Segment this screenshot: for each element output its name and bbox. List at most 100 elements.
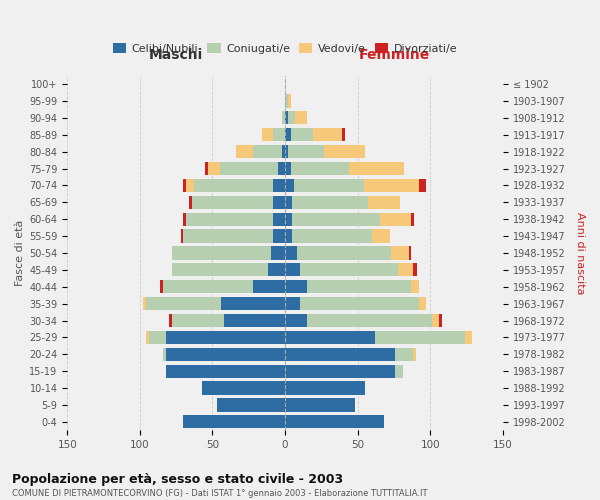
Bar: [187, 212, 274, 226]
Bar: [295, 112, 307, 124]
Bar: [285, 112, 288, 124]
Bar: [372, 230, 389, 242]
Bar: [294, 179, 364, 192]
Bar: [297, 246, 391, 260]
Bar: [146, 331, 149, 344]
Bar: [253, 280, 285, 293]
Bar: [271, 246, 285, 260]
Bar: [187, 179, 194, 192]
Bar: [285, 331, 375, 344]
Bar: [143, 297, 146, 310]
Bar: [202, 382, 285, 394]
Bar: [292, 212, 380, 226]
Bar: [274, 196, 285, 209]
Bar: [368, 196, 400, 209]
Bar: [313, 128, 342, 141]
Bar: [307, 280, 412, 293]
Bar: [291, 128, 313, 141]
Bar: [282, 112, 285, 124]
Bar: [163, 348, 166, 361]
Bar: [285, 162, 291, 175]
Bar: [285, 128, 291, 141]
Bar: [184, 230, 274, 242]
Bar: [274, 230, 285, 242]
Bar: [285, 230, 292, 242]
Bar: [432, 314, 439, 327]
Bar: [160, 280, 163, 293]
Bar: [172, 246, 271, 260]
Bar: [349, 162, 404, 175]
Bar: [184, 212, 187, 226]
Bar: [169, 314, 172, 327]
Bar: [274, 179, 285, 192]
Bar: [184, 179, 187, 192]
Bar: [285, 280, 307, 293]
Bar: [172, 264, 268, 276]
Bar: [465, 331, 472, 344]
Bar: [146, 297, 221, 310]
Bar: [285, 212, 292, 226]
Bar: [184, 415, 285, 428]
Bar: [325, 145, 365, 158]
Bar: [285, 196, 292, 209]
Bar: [285, 94, 288, 108]
Bar: [291, 162, 349, 175]
Bar: [412, 212, 415, 226]
Bar: [285, 348, 395, 361]
Bar: [205, 162, 208, 175]
Bar: [285, 145, 288, 158]
Bar: [224, 314, 285, 327]
Bar: [274, 128, 285, 141]
Bar: [217, 398, 285, 411]
Bar: [299, 297, 419, 310]
Bar: [419, 297, 426, 310]
Bar: [409, 246, 412, 260]
Text: Maschi: Maschi: [149, 48, 203, 62]
Bar: [307, 314, 432, 327]
Bar: [285, 382, 365, 394]
Bar: [285, 415, 384, 428]
Bar: [163, 280, 253, 293]
Bar: [192, 196, 274, 209]
Text: COMUNE DI PIETRAMONTECORVINO (FG) - Dati ISTAT 1° gennaio 2003 - Elaborazione TU: COMUNE DI PIETRAMONTECORVINO (FG) - Dati…: [12, 489, 427, 498]
Bar: [220, 162, 278, 175]
Bar: [413, 348, 416, 361]
Bar: [412, 280, 419, 293]
Bar: [285, 246, 297, 260]
Bar: [288, 94, 291, 108]
Bar: [380, 212, 412, 226]
Bar: [288, 145, 325, 158]
Bar: [292, 230, 372, 242]
Bar: [391, 246, 409, 260]
Bar: [194, 179, 274, 192]
Bar: [221, 297, 285, 310]
Bar: [274, 212, 285, 226]
Bar: [278, 162, 285, 175]
Bar: [364, 179, 419, 192]
Bar: [413, 264, 417, 276]
Bar: [189, 196, 192, 209]
Text: Popolazione per età, sesso e stato civile - 2003: Popolazione per età, sesso e stato civil…: [12, 472, 343, 486]
Bar: [268, 264, 285, 276]
Bar: [282, 145, 285, 158]
Bar: [262, 128, 274, 141]
Bar: [285, 179, 294, 192]
Bar: [166, 331, 285, 344]
Bar: [172, 314, 224, 327]
Bar: [285, 398, 355, 411]
Bar: [395, 364, 403, 378]
Bar: [419, 179, 426, 192]
Bar: [288, 112, 295, 124]
Bar: [166, 348, 285, 361]
Bar: [395, 348, 413, 361]
Bar: [398, 264, 413, 276]
Bar: [299, 264, 398, 276]
Bar: [166, 364, 285, 378]
Bar: [285, 297, 299, 310]
Text: Femmine: Femmine: [358, 48, 430, 62]
Bar: [285, 364, 395, 378]
Bar: [292, 196, 368, 209]
Bar: [149, 331, 166, 344]
Bar: [236, 145, 253, 158]
Y-axis label: Anni di nascita: Anni di nascita: [575, 212, 585, 294]
